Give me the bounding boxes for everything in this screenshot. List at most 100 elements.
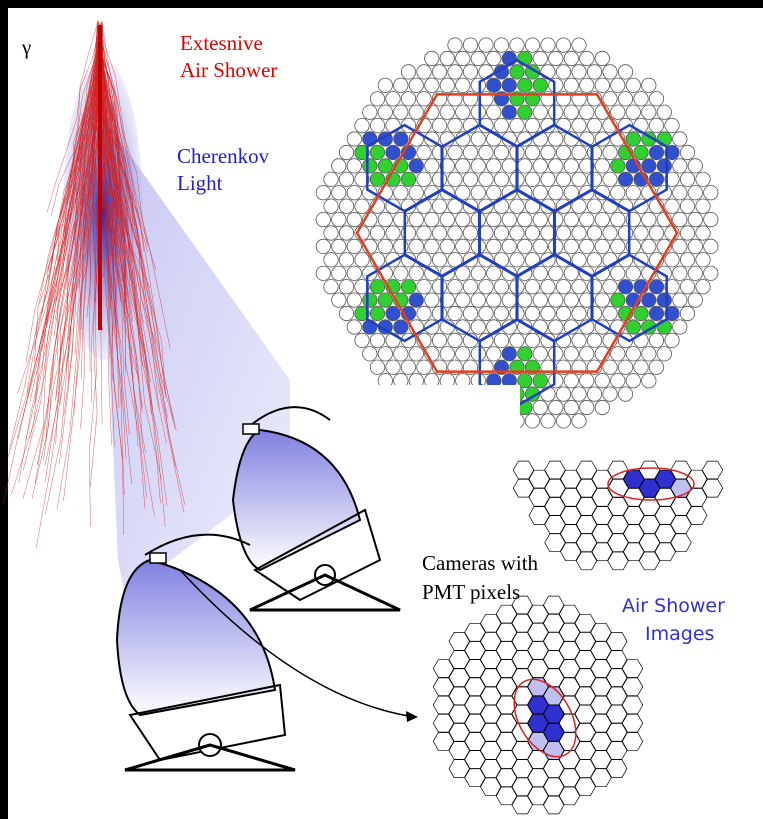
pixel [432,172,446,186]
pixel [533,347,547,361]
pixel [626,132,640,146]
pixel [355,118,369,132]
pixel [595,159,609,173]
pixel [378,293,392,307]
pixel [704,212,718,226]
pixel [626,320,640,334]
pixel [603,172,617,186]
pixel [487,105,501,119]
pixel [510,226,524,240]
pixel [370,118,384,132]
pixel [355,199,369,213]
pixel [456,239,470,253]
pixel [634,306,648,320]
pixel [471,320,485,334]
pixel [611,78,625,92]
pixel [642,347,656,361]
pixel [440,239,454,253]
pixel [642,159,656,173]
pixel [448,145,462,159]
pixel [494,145,508,159]
diagram: γ Extesnive Air Shower Cherenkov Light C… [0,0,763,819]
pixel [587,387,601,401]
pixel [525,333,539,347]
pixel [525,145,539,159]
pixel [432,145,446,159]
pixel [510,333,524,347]
pixel [409,239,423,253]
images-label: Images [645,623,714,645]
images-label: Air Shower [622,595,725,617]
pixel [564,400,578,414]
pixel [417,65,431,79]
pixel [665,199,679,213]
pixel [339,199,353,213]
pixel [370,145,384,159]
shower-label: Extesnive [180,31,263,55]
pixel [680,306,694,320]
pixel [494,306,508,320]
pixel [363,105,377,119]
pixel [649,145,663,159]
pixel [394,186,408,200]
pixel [603,280,617,294]
pixel [518,78,532,92]
pixel [494,280,508,294]
pixel [324,253,338,267]
pixel [425,239,439,253]
pixel [386,145,400,159]
pixel [316,266,330,280]
pixel [487,78,501,92]
pixel [401,280,415,294]
pixel [580,239,594,253]
pixel [541,172,555,186]
pixel [649,226,663,240]
pixel [510,38,524,52]
pixel [595,293,609,307]
pixel [471,186,485,200]
pixel [494,226,508,240]
pixel [518,212,532,226]
pixel [549,347,563,361]
pixel [394,320,408,334]
pixel [587,226,601,240]
pixel [618,280,632,294]
pixel [626,186,640,200]
pixel [649,333,663,347]
pixel [487,239,501,253]
pixel [394,105,408,119]
pixel [479,280,493,294]
pixel [432,306,446,320]
pixel [448,333,462,347]
pixel [533,400,547,414]
pixel [587,306,601,320]
pixel [704,239,718,253]
pixel [587,253,601,267]
pixel [370,172,384,186]
pixel [549,266,563,280]
pixel [595,51,609,65]
pixel [448,280,462,294]
pixel [580,78,594,92]
pixel [556,145,570,159]
pixel [487,51,501,65]
pixel [347,293,361,307]
pixel [673,212,687,226]
pixel [448,65,462,79]
pixel [448,306,462,320]
pixel [649,306,663,320]
pixel [626,78,640,92]
pixel [409,159,423,173]
pixel [494,172,508,186]
pixel [587,333,601,347]
pixel [370,226,384,240]
pixel [339,145,353,159]
pixel [363,293,377,307]
pixel [556,414,570,428]
pixel [587,118,601,132]
pixel [611,374,625,388]
pixel [587,172,601,186]
pixel [587,65,601,79]
pixel [502,239,516,253]
pixel [370,333,384,347]
